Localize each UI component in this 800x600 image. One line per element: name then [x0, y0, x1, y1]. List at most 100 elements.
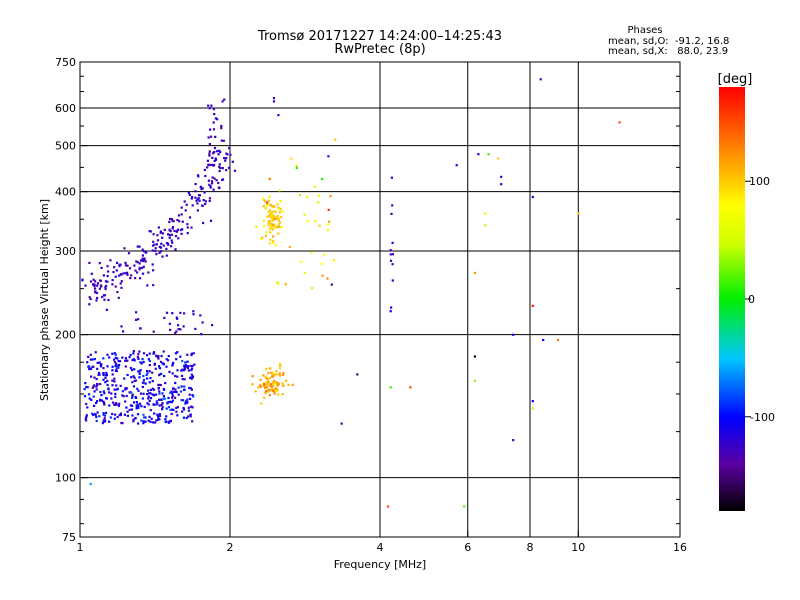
data-point: [105, 284, 108, 288]
stats-heading: Phases: [627, 25, 662, 36]
data-point: [154, 367, 157, 370]
data-point: [277, 223, 280, 226]
data-point: [166, 242, 170, 245]
data-point: [140, 362, 143, 365]
data-point: [123, 413, 126, 416]
data-point: [103, 417, 106, 420]
data-point: [93, 358, 96, 361]
data-point: [134, 269, 137, 272]
data-point: [131, 404, 134, 407]
data-point: [268, 242, 271, 245]
data-point: [279, 207, 282, 211]
data-point: [192, 352, 195, 355]
data-point: [180, 213, 183, 216]
data-point: [93, 376, 96, 379]
data-point: [154, 247, 157, 250]
data-point: [149, 377, 152, 380]
data-point: [391, 263, 394, 266]
data-point: [500, 183, 503, 186]
data-point: [183, 378, 186, 381]
data-point: [102, 400, 105, 403]
data-point: [259, 385, 262, 388]
data-point: [455, 164, 458, 167]
data-point: [277, 219, 280, 222]
data-point: [120, 286, 123, 289]
data-point: [274, 389, 277, 392]
data-point: [111, 283, 114, 286]
data-point: [171, 392, 174, 395]
data-point: [270, 204, 273, 207]
data-point: [159, 250, 163, 253]
data-point: [111, 352, 114, 355]
data-point: [194, 196, 197, 199]
data-point: [100, 399, 103, 402]
data-point: [137, 353, 140, 356]
data-point: [103, 403, 106, 406]
data-point: [89, 482, 92, 486]
data-point: [272, 223, 275, 226]
data-point: [135, 396, 138, 399]
data-point: [138, 376, 141, 379]
data-point: [531, 195, 534, 199]
data-point: [95, 388, 98, 391]
data-point: [114, 395, 117, 398]
data-point: [190, 388, 193, 391]
data-point: [263, 383, 266, 386]
data-point: [183, 312, 186, 315]
data-point: [96, 400, 99, 403]
data-point: [83, 395, 87, 398]
data-point: [132, 401, 136, 404]
data-point: [210, 180, 214, 183]
data-point: [269, 238, 272, 241]
data-point: [194, 183, 197, 186]
data-point: [223, 98, 226, 101]
data-point: [500, 175, 503, 178]
data-point: [95, 377, 98, 381]
data-point: [356, 373, 359, 376]
x-tick-label: 6: [464, 541, 471, 554]
data-point: [463, 505, 466, 508]
data-point: [275, 370, 278, 373]
data-point: [167, 355, 170, 358]
data-point: [126, 373, 129, 377]
data-point: [135, 311, 138, 314]
data-point: [107, 298, 110, 302]
data-point: [126, 271, 129, 274]
data-point: [193, 363, 196, 366]
data-point: [88, 261, 91, 264]
data-point: [175, 406, 178, 409]
data-point: [124, 388, 127, 391]
data-point: [143, 405, 146, 408]
data-point: [111, 384, 114, 387]
data-point: [484, 224, 487, 227]
data-point: [180, 232, 183, 235]
data-point: [186, 223, 189, 226]
data-point: [107, 387, 110, 390]
data-point: [221, 167, 224, 170]
data-point: [116, 291, 119, 294]
data-point: [164, 420, 167, 423]
data-point: [177, 393, 180, 396]
data-point: [264, 392, 267, 395]
data-point: [140, 259, 143, 262]
data-point: [176, 414, 179, 417]
data-point: [195, 199, 198, 202]
data-point: [280, 215, 283, 219]
data-point: [176, 406, 179, 409]
data-point: [192, 310, 195, 313]
data-point: [102, 390, 105, 393]
data-point: [139, 327, 142, 330]
data-point: [174, 374, 177, 378]
data-point: [130, 368, 134, 372]
data-point: [94, 291, 97, 294]
data-point: [180, 385, 183, 388]
data-point: [269, 385, 273, 388]
data-point: [217, 181, 220, 185]
data-point: [213, 159, 216, 162]
data-point: [138, 372, 141, 375]
data-point: [303, 271, 306, 274]
data-point: [206, 166, 209, 169]
data-point: [264, 200, 267, 203]
data-point: [118, 363, 121, 367]
data-point: [208, 143, 211, 146]
